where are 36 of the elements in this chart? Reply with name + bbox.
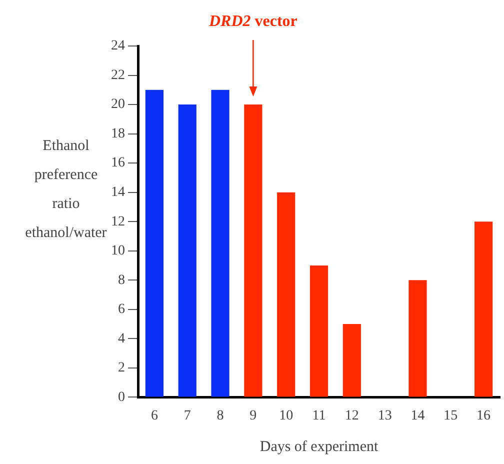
y-tick-label: 6 (118, 302, 125, 318)
bar (310, 266, 328, 397)
y-tick-label: 2 (118, 360, 125, 376)
y-tick-label: 16 (111, 156, 125, 171)
y-tick-label: 20 (111, 97, 125, 112)
y-tick-label: 14 (111, 185, 125, 200)
x-tick-label: 9 (250, 408, 257, 424)
x-tick-label: 6 (150, 408, 158, 424)
bar (211, 90, 230, 397)
y-tick-label: 18 (111, 126, 125, 142)
text: DRD2 vector (208, 13, 298, 30)
x-tick-label: 14 (410, 408, 425, 424)
y-axis-title: Ethanol preference ratio ethanol/water (24, 137, 108, 243)
x-tick-label: 7 (184, 408, 191, 424)
bar (474, 222, 493, 397)
y-tick-label: 10 (111, 244, 125, 259)
y-tick-label: 24 (111, 38, 125, 54)
bar (178, 104, 196, 397)
bar (277, 192, 296, 397)
y-tick-label: 0 (118, 390, 125, 405)
x-tick-label: 11 (312, 408, 326, 424)
bar (145, 90, 164, 397)
bar (342, 324, 361, 397)
x-tick-label: 13 (378, 408, 392, 424)
y-tick-label: 4 (118, 331, 125, 346)
bar (408, 280, 427, 397)
bar (244, 104, 262, 397)
y-tick-label: 8 (118, 272, 125, 288)
y-tick-label: 22 (111, 68, 125, 83)
x-tick-label: 15 (444, 408, 458, 424)
x-tick-label: 8 (216, 408, 224, 424)
x-tick-label: 12 (344, 408, 359, 424)
x-tick-label: 16 (476, 408, 491, 424)
x-axis-title: Days of experiment (260, 438, 379, 455)
y-tick-label: 12 (111, 214, 125, 230)
x-tick-label: 10 (279, 408, 294, 424)
